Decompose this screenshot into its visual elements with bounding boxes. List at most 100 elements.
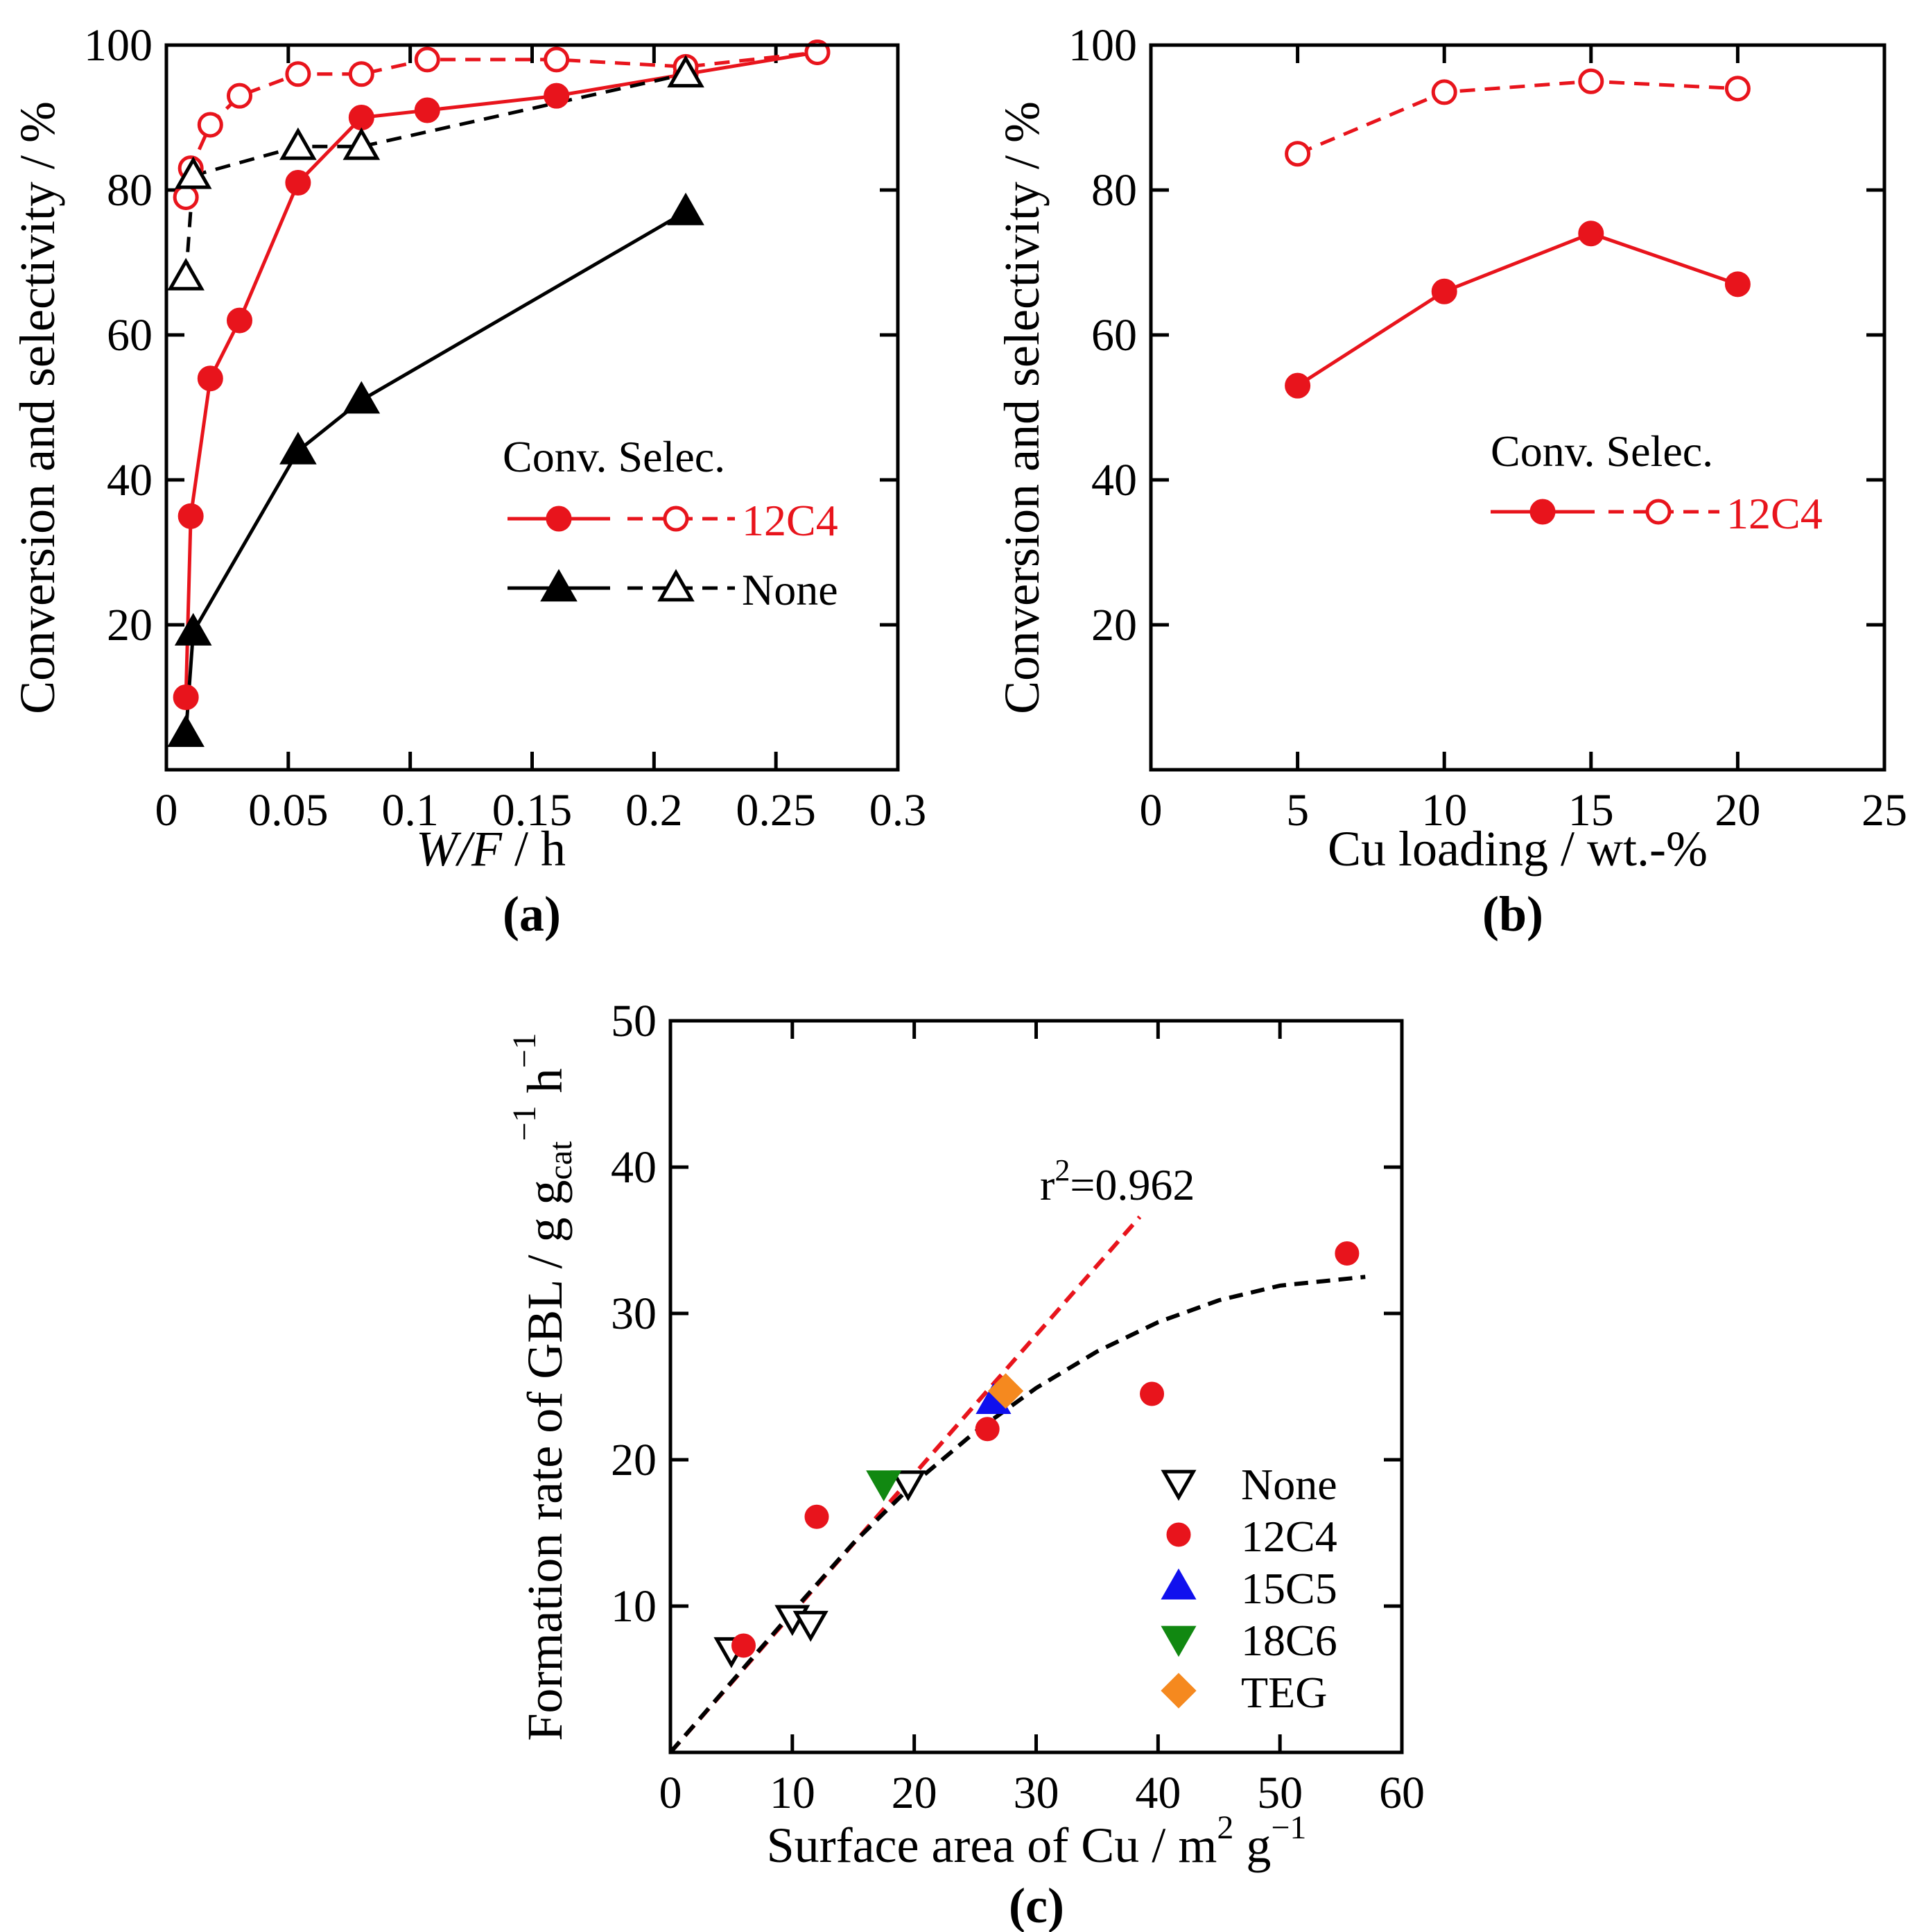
panel-a-xtick-label: 0.05 <box>248 785 329 836</box>
panel-b-xlabel: Cu loading / wt.-% <box>1328 821 1708 877</box>
panel-a-ytick-label: 20 <box>107 600 153 650</box>
panel-c-legend-label: None <box>1241 1460 1337 1509</box>
panel-a-ytick-label: 40 <box>107 455 153 506</box>
panel-b-data-point <box>1431 79 1457 105</box>
panel-c-xtick-label: 50 <box>1257 1768 1303 1818</box>
panel-b-data-point <box>1724 271 1751 297</box>
panel-a-data-point <box>174 156 212 189</box>
panel-c-legend-marker <box>1161 1568 1197 1600</box>
panel-a-data-point <box>279 127 317 160</box>
panel-a-xtick-label: 0.1 <box>381 785 439 836</box>
panel-a-xtick-label: 0.25 <box>736 785 816 836</box>
panel-a-data-point <box>544 83 570 109</box>
panel-a-data-point <box>279 431 317 465</box>
panel-a-data-point <box>348 105 374 130</box>
panel-c-xlabel-sup2: −1 <box>1271 1809 1306 1846</box>
panel-c-data-point <box>987 1373 1024 1409</box>
panel-c: 0 10 20 30 40 50 60 10 20 30 40 50 Formation rate o… <box>506 996 1425 1932</box>
panel-c-xtick-label: 40 <box>1135 1768 1181 1818</box>
panel-c-data-point <box>890 1470 926 1502</box>
panel-b-data-point <box>1431 278 1457 304</box>
panel-c-data-point <box>792 1610 829 1642</box>
panel-b-ytick-label: 60 <box>1091 310 1137 361</box>
panel-a-data-point <box>667 55 704 88</box>
panel-a-data-point <box>227 307 252 334</box>
panel-a-data-point <box>197 112 223 138</box>
panel-b-ylabel: Conversion and selectivity / % <box>994 101 1050 714</box>
panel-c-xtick-label: 10 <box>770 1768 815 1818</box>
panel-a-legend-open-marker <box>663 506 689 532</box>
panel-a-xlabel-rest: / h <box>502 821 566 877</box>
panel-a-data-point <box>414 46 440 73</box>
panel-c-xlabel-main: Surface area of Cu / m <box>767 1818 1217 1873</box>
panel-a-ylabel: Conversion and selectivity / % <box>10 101 65 714</box>
panel-a-ytick-label: 80 <box>107 165 153 216</box>
panel-b-legend-filled-marker <box>1529 499 1556 525</box>
panel-b-ytick-label: 40 <box>1091 455 1137 506</box>
panel-c-frame <box>668 1019 1404 1754</box>
panel-c-data-point <box>1335 1241 1360 1266</box>
panel-c-legend-marker <box>1161 1469 1197 1501</box>
panel-a-data-point <box>348 61 374 87</box>
panel-c-ytick-label: 40 <box>611 1142 657 1193</box>
panel-b-ytick-label: 100 <box>1068 20 1137 71</box>
panel-c-xtick-label: 20 <box>892 1768 937 1818</box>
panel-a-data-point <box>227 83 252 109</box>
panel-b-xtick-label: 5 <box>1286 785 1309 836</box>
panel-a-ytick-label: 60 <box>107 310 153 361</box>
panel-a-data-point <box>342 381 381 414</box>
panel-c-data-point <box>731 1633 756 1658</box>
panel-b-series-line <box>1296 79 1738 156</box>
panel-a-ytick-label: 100 <box>84 20 153 71</box>
panel-c-ylabel-sub: cat <box>542 1141 579 1180</box>
panel-c-annotation-sup: 2 <box>1055 1153 1070 1187</box>
panel-c-annotation-rest: =0.962 <box>1070 1160 1195 1209</box>
panel-c-xtick-label: 30 <box>1014 1768 1059 1818</box>
panel-b-legend-label: 12C4 <box>1726 489 1823 538</box>
panel-b-ytick-label: 20 <box>1091 600 1137 650</box>
panel-a-legend-filled-marker <box>546 506 572 532</box>
panel-c-ylabel-sup1: −1 <box>506 1105 543 1141</box>
panel-c-xtick-label: 0 <box>659 1768 682 1818</box>
panel-c-ytick-label: 10 <box>611 1581 657 1632</box>
panel-a-ylabel-wrap: Conversion and selectivity / % <box>10 101 65 714</box>
panel-c-data-point <box>804 1504 829 1529</box>
panel-b: 0 5 10 15 20 25 20 40 60 80 100 Conversion and sel… <box>994 20 1907 942</box>
panel-a-data-point <box>177 503 204 529</box>
panel-c-data-point <box>866 1470 902 1502</box>
panel-a-data-point <box>174 612 212 646</box>
panel-c-legend-marker <box>1161 1673 1197 1709</box>
panel-b-data-point <box>1578 221 1604 247</box>
panel-a: 0 0.05 0.1 0.15 0.2 0.25 0.3 20 40 60 80 100 Conver… <box>10 20 926 942</box>
panel-c-xlabel-sup1: 2 <box>1217 1809 1233 1846</box>
panel-b-xtick-label: 0 <box>1140 785 1163 836</box>
panel-a-series-line <box>184 50 818 198</box>
panel-a-legend-filled-marker <box>540 569 578 602</box>
panel-b-legend-open-marker <box>1645 499 1672 525</box>
panel-c-label: (c) <box>1009 1878 1064 1932</box>
panel-b-data-point <box>1285 372 1311 399</box>
panel-a-xtick-label: 0.2 <box>625 785 683 836</box>
panel-b-label: (b) <box>1482 886 1543 942</box>
panel-b-data-point <box>1578 68 1604 94</box>
panel-c-legend-label: 15C5 <box>1241 1564 1337 1613</box>
panel-c-data-point <box>1140 1381 1165 1406</box>
panel-b-data-point <box>1285 141 1311 167</box>
panel-c-xlabel: Surface area of Cu / m2 g−1 <box>767 1809 1307 1873</box>
panel-c-legend-label: TEG <box>1241 1668 1327 1717</box>
panel-b-legend-header: Conv. Selec. <box>1491 426 1713 476</box>
panel-b-ylabel-wrap: Conversion and selectivity / % <box>994 101 1050 714</box>
panel-a-series-line <box>184 50 818 698</box>
panel-a-data-point <box>173 684 199 710</box>
panel-a-xtick-label: 0 <box>155 785 178 836</box>
panel-a-frame <box>164 43 900 772</box>
panel-a-xlabel-italic: W/F <box>416 821 503 877</box>
panel-c-xlabel-mid: g <box>1233 1818 1271 1873</box>
panel-b-ytick-label: 80 <box>1091 165 1137 216</box>
panel-a-data-point <box>342 127 381 160</box>
panel-c-ytick-label: 30 <box>611 1288 657 1339</box>
panel-a-xtick-label: 0.15 <box>492 785 573 836</box>
panel-a-legend-label: None <box>742 565 838 614</box>
